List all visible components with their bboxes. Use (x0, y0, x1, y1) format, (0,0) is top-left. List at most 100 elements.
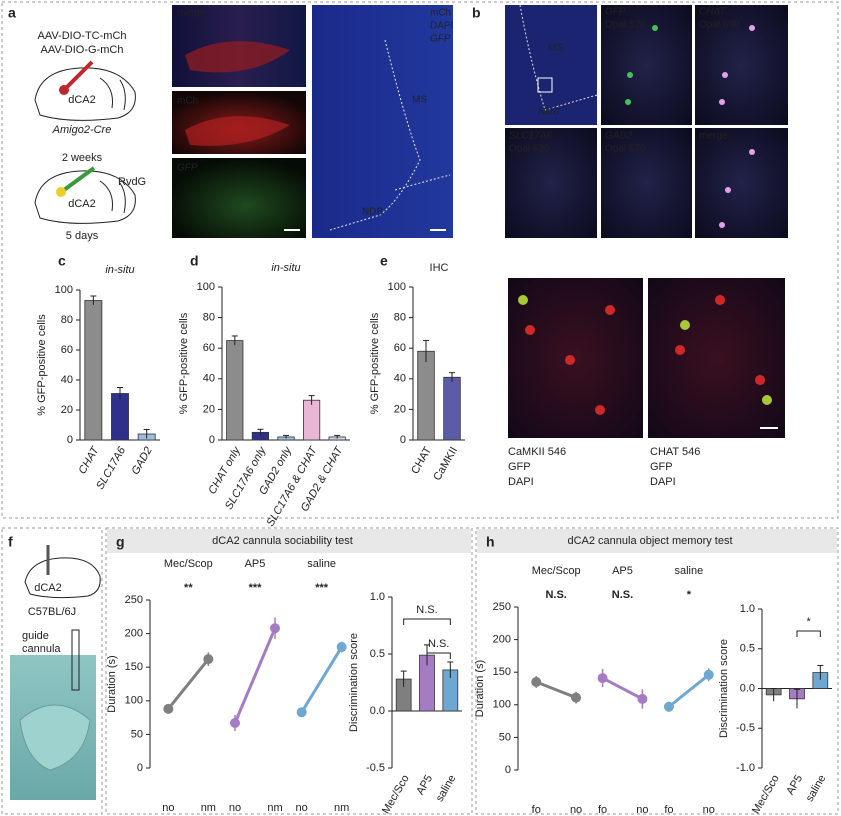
brain-cartoon (24, 67, 136, 599)
panel-label: e (380, 253, 388, 269)
region-label: dCA2 (68, 94, 96, 106)
injection (64, 60, 94, 90)
series-line (233, 627, 277, 724)
series-line (601, 676, 644, 701)
x-tick-label: nm (267, 802, 282, 814)
cannula-label: cannula (22, 643, 61, 655)
x-tick-label: fo (598, 804, 607, 816)
y-tick-label: 100 (125, 695, 143, 707)
y-tick-label: 250 (125, 594, 143, 606)
point (203, 654, 214, 665)
x-tick-label: Mec/Sco (750, 773, 782, 816)
y-tick-label: 250 (493, 601, 511, 613)
image-tile (601, 128, 692, 238)
image-tile (505, 128, 597, 238)
y-axis-label: Duration (s) (106, 655, 118, 712)
x-tick-label: no (229, 802, 241, 814)
y-tick-label: 0.0 (370, 705, 385, 717)
bracket (796, 630, 821, 637)
series-line (667, 673, 710, 708)
chart-title: in-situ (105, 264, 134, 276)
rabies-label: RvdG (118, 176, 146, 188)
y-tick-label: 0 (209, 434, 215, 446)
stain-label: GFP (508, 461, 531, 473)
x-tick-label: saline (434, 773, 459, 804)
image-ihc (648, 278, 785, 438)
x-tick-label: no (162, 802, 174, 814)
y-tick-label: 150 (493, 666, 511, 678)
y-tick-label: 150 (125, 661, 143, 673)
series-line (167, 658, 210, 710)
x-tick-label: nm (201, 802, 216, 814)
point (296, 707, 307, 718)
y-tick-label: 50 (499, 731, 511, 743)
image-label: GFP (177, 163, 198, 174)
y-tick-label: 80 (203, 312, 215, 324)
stain-label: CaMKII 546 (508, 446, 566, 458)
point (230, 717, 240, 728)
chart-title: dCA2 cannula sociability test (212, 535, 353, 547)
image-tile (695, 5, 788, 125)
panel-label: c (58, 253, 66, 269)
y-tick-label: 0 (505, 764, 511, 776)
region-label: NDB (538, 107, 559, 118)
y-tick-label: -1.0 (736, 762, 755, 774)
panel-label: h (486, 534, 495, 550)
panel-label: f (8, 534, 13, 550)
bracket (426, 652, 451, 659)
y-tick-label: 80 (394, 312, 406, 324)
image-tile (695, 128, 788, 238)
significance: * (687, 589, 692, 601)
significance: N.S. (428, 638, 449, 650)
x-tick-label: nm (334, 802, 349, 814)
frame (1, 1, 839, 519)
probe-label: Opal 690 (699, 20, 740, 31)
y-tick-label: 0.5 (740, 643, 755, 655)
y-tick-label: 0 (400, 434, 406, 446)
group-label: Mec/Scop (532, 565, 581, 577)
image-detail (185, 41, 290, 73)
duration-label: 5 days (66, 230, 99, 242)
image-gfp (172, 158, 306, 238)
probe-label: Opal 520 (605, 20, 646, 31)
point (531, 676, 542, 687)
region-label: NDB (362, 207, 383, 218)
image-ihc (508, 278, 643, 438)
slice (19, 704, 91, 771)
point (663, 701, 674, 712)
y-tick-label: 40 (394, 373, 406, 385)
stain-label: DAPI (508, 476, 534, 488)
group-label: saline (674, 565, 703, 577)
x-tick-label: CaMKII (431, 445, 460, 483)
image-label: merge (177, 8, 206, 19)
strain-label: C57BL/6J (28, 606, 76, 618)
channel-label: GFP (430, 34, 451, 45)
stain-label: DAPI (650, 476, 676, 488)
y-tick-label: 1.0 (740, 603, 755, 615)
image-overview (312, 5, 453, 238)
y-tick-label: 80 (61, 314, 73, 326)
header-band (477, 529, 837, 553)
y-tick-label: 60 (61, 344, 73, 356)
y-tick-label: 0 (137, 762, 143, 774)
x-tick-label: AP5 (784, 773, 805, 797)
x-tick-label: saline (804, 773, 829, 804)
y-tick-label: 60 (203, 342, 215, 354)
y-axis-label: % GFP-positive cells (36, 314, 48, 416)
gene-label: CHAT (699, 7, 726, 18)
significance: * (807, 616, 812, 628)
frame (105, 527, 473, 815)
cells (719, 25, 755, 228)
y-tick-label: 100 (493, 699, 511, 711)
probe-label: Opal 570 (605, 144, 646, 155)
x-tick-label: no (296, 802, 308, 814)
significance: ** (184, 582, 193, 594)
x-tick-label: fo (664, 804, 673, 816)
point (336, 642, 347, 653)
y-tick-label: 200 (125, 628, 143, 640)
y-axis-label: % GFP-positive cells (178, 312, 190, 414)
chart-title: in-situ (271, 262, 300, 274)
cells (518, 295, 772, 405)
y-axis-label: Discrimination score (718, 639, 730, 738)
